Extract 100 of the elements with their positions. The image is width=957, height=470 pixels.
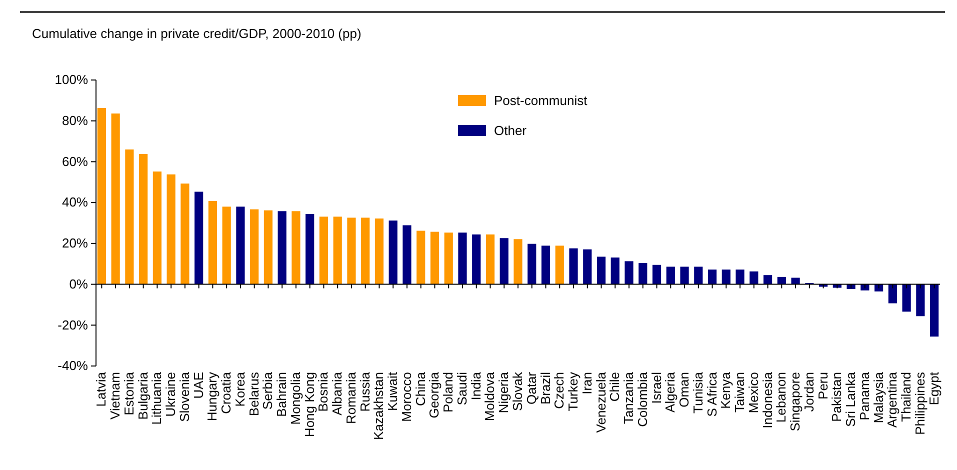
bar — [208, 200, 218, 284]
x-tick-label: Bulgaria — [135, 371, 150, 420]
bar — [264, 210, 273, 284]
bar — [694, 266, 703, 284]
x-tick-label: Korea — [232, 371, 248, 407]
legend-label: Post-communist — [494, 93, 588, 108]
bar — [292, 211, 300, 284]
x-tick-label: Bosnia — [316, 371, 331, 412]
x-tick-label: India — [468, 371, 484, 400]
bar — [500, 238, 508, 284]
x-tick-label: Serbia — [260, 371, 276, 410]
bar — [624, 261, 634, 284]
x-tick-label: Tunisia — [690, 371, 706, 414]
bar — [333, 216, 342, 284]
bar — [722, 270, 730, 284]
x-tick-label: Kenya — [718, 371, 734, 409]
x-tick-label: Colombia — [634, 371, 650, 427]
bar — [472, 234, 481, 284]
bar — [152, 172, 162, 284]
x-tick-label: Tanzania — [621, 371, 636, 424]
x-tick-label: Belarus — [246, 372, 262, 416]
bar — [486, 234, 495, 284]
bar — [97, 108, 106, 284]
x-tick-label: Romania — [343, 371, 358, 424]
y-tick-label: 20% — [62, 236, 88, 251]
x-tick-label: Pakistan — [829, 372, 844, 422]
x-tick-label: Jordan — [801, 372, 816, 412]
bar — [555, 246, 564, 284]
bar — [708, 270, 717, 284]
chart-title: Cumulative change in private credit/GDP, 2000-2010 (pp) — [32, 26, 362, 41]
x-tick-label: Philippines — [912, 372, 928, 435]
y-tick-label: 60% — [62, 154, 88, 169]
bar — [111, 114, 120, 284]
bar — [610, 258, 620, 284]
bar — [430, 232, 440, 284]
bar — [680, 266, 689, 284]
x-tick-label: Slovenia — [176, 371, 192, 422]
y-tick-label: 0% — [69, 276, 88, 292]
bar — [652, 264, 662, 284]
x-tick-label: Oman — [676, 372, 692, 408]
x-tick-label: Taiwan — [732, 372, 748, 412]
x-tick-label: Hong Kong — [302, 372, 317, 438]
x-tick-label: China — [412, 371, 428, 406]
x-tick-label: Albania — [330, 371, 345, 416]
bar — [763, 275, 772, 284]
bar — [402, 225, 412, 284]
x-tick-label: Morocco — [398, 372, 414, 422]
x-tick-label: Indonesia — [760, 371, 775, 428]
bar — [514, 239, 522, 284]
y-tick-label: -20% — [58, 317, 88, 332]
bar — [777, 276, 786, 284]
y-tick-label: 100% — [54, 72, 88, 88]
bar — [888, 284, 897, 304]
y-tick-label: 40% — [62, 194, 88, 210]
bar — [930, 284, 939, 337]
x-tick-label: Peru — [815, 372, 830, 400]
x-tick-label: Chile — [607, 372, 622, 402]
x-tick-label: Latvia — [94, 371, 109, 407]
x-tick-label: Qatar — [524, 371, 539, 405]
x-tick-label: Mongolia — [288, 371, 303, 425]
bar — [583, 249, 592, 284]
bar — [416, 230, 426, 284]
x-tick-label: Slovak — [510, 372, 525, 412]
bar — [180, 184, 190, 284]
bar — [347, 218, 356, 284]
bar — [666, 266, 675, 284]
bar — [361, 218, 370, 284]
bar — [250, 209, 259, 284]
x-tick-label: Croatia — [218, 371, 234, 414]
bar — [736, 270, 744, 284]
bar — [194, 192, 204, 284]
x-tick-label: Russia — [357, 371, 372, 412]
bar — [596, 256, 606, 284]
x-tick-label: Poland — [440, 372, 456, 412]
bar — [638, 263, 648, 284]
x-tick-label: Vietnam — [108, 372, 123, 420]
x-tick-label: Sri Lanka — [843, 371, 858, 427]
x-tick-label: Thailand — [898, 372, 914, 422]
x-tick-label: Nigeria — [496, 371, 512, 414]
x-tick-label: Lebanon — [774, 372, 789, 423]
bar — [278, 211, 286, 284]
x-tick-label: Kazakhstan — [371, 372, 386, 440]
bar — [569, 248, 578, 284]
bar — [139, 154, 148, 284]
x-tick-label: Egypt — [926, 372, 942, 406]
bar — [750, 271, 758, 284]
x-tick-label: Panama — [856, 371, 872, 420]
bar — [374, 218, 384, 284]
x-tick-label: Brazil — [538, 372, 553, 405]
legend-label: Other — [494, 123, 528, 138]
x-tick-label: Saudi — [454, 372, 470, 406]
x-tick-label: Algeria — [662, 371, 678, 412]
x-tick-label: UAE — [190, 372, 206, 399]
bar — [541, 246, 550, 284]
bar — [528, 244, 536, 284]
x-tick-label: Moldova — [482, 371, 498, 422]
x-tick-label: Lithuania — [149, 371, 164, 425]
bar — [125, 149, 134, 284]
y-tick-label: -40% — [58, 358, 88, 374]
bar — [236, 206, 245, 284]
